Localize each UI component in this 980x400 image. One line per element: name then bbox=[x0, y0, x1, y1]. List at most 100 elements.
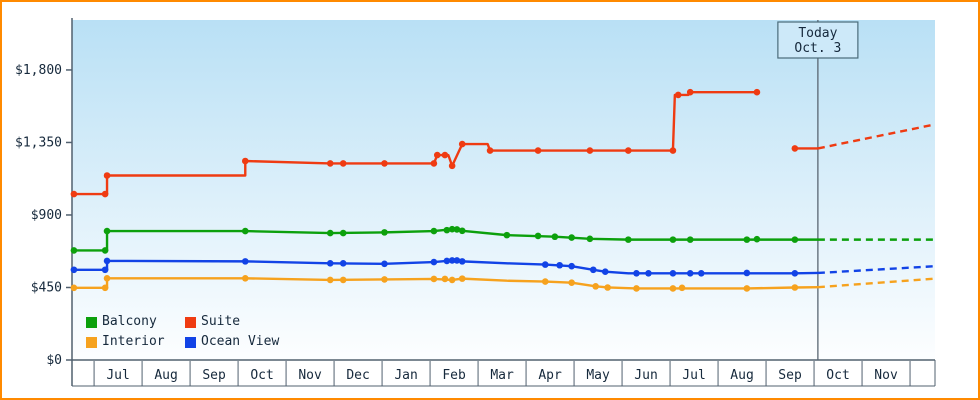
legend-item-suite: Suite bbox=[185, 314, 279, 330]
legend-label: Interior bbox=[102, 334, 165, 349]
month-label: Nov bbox=[874, 368, 898, 383]
data-point-ocean-view bbox=[589, 266, 597, 274]
data-point-suite bbox=[326, 160, 334, 167]
data-point-suite bbox=[441, 151, 449, 159]
data-point-interior bbox=[381, 276, 388, 283]
y-axis-label: $1,800 bbox=[15, 63, 62, 78]
legend-item-ocean-view: Ocean View bbox=[185, 334, 279, 350]
data-point-suite bbox=[458, 140, 466, 148]
data-point-interior bbox=[604, 284, 611, 291]
data-point-balcony bbox=[753, 235, 761, 243]
data-point-interior bbox=[103, 275, 111, 282]
month-label: May bbox=[586, 368, 610, 383]
series-suite bbox=[70, 88, 936, 198]
y-axis-label: $1,350 bbox=[15, 135, 62, 150]
data-point-balcony bbox=[381, 229, 388, 236]
data-point-interior bbox=[326, 276, 334, 284]
legend-swatch-icon bbox=[185, 336, 196, 348]
data-point-interior bbox=[669, 285, 677, 292]
legend-swatch-icon bbox=[185, 316, 196, 328]
data-point-suite bbox=[753, 88, 761, 96]
data-point-suite bbox=[686, 88, 694, 96]
data-point-ocean-view bbox=[568, 262, 575, 270]
data-point-balcony bbox=[534, 232, 542, 240]
data-point-interior bbox=[101, 284, 109, 292]
series-balcony bbox=[70, 225, 935, 254]
month-label: Jun bbox=[634, 368, 657, 383]
y-axis-label: $450 bbox=[31, 280, 62, 295]
month-label: Aug bbox=[154, 368, 177, 383]
data-point-interior bbox=[70, 284, 78, 292]
data-point-suite bbox=[448, 162, 456, 170]
series-line-balcony bbox=[70, 227, 820, 252]
data-point-suite bbox=[70, 190, 78, 198]
month-label: Jul bbox=[106, 368, 129, 383]
data-point-balcony bbox=[339, 229, 347, 237]
month-label: Jan bbox=[394, 368, 417, 383]
month-label: Mar bbox=[490, 368, 514, 383]
data-point-suite bbox=[433, 151, 441, 159]
data-point-ocean-view bbox=[339, 260, 347, 267]
legend-swatch-icon bbox=[86, 336, 97, 348]
legend-item-balcony: Balcony bbox=[86, 314, 185, 330]
data-point-interior bbox=[441, 275, 449, 283]
data-point-ocean-view bbox=[697, 270, 705, 277]
series-line-interior bbox=[70, 277, 820, 290]
legend-label: Suite bbox=[201, 314, 241, 329]
data-point-balcony bbox=[551, 233, 559, 241]
legend-item-interior: Interior bbox=[86, 334, 185, 350]
data-point-ocean-view bbox=[443, 257, 451, 265]
data-point-interior bbox=[241, 275, 249, 282]
data-point-ocean-view bbox=[541, 261, 549, 268]
month-label: Nov bbox=[298, 368, 322, 383]
data-point-interior bbox=[458, 275, 466, 282]
month-label: Dec bbox=[346, 368, 369, 383]
data-point-balcony bbox=[443, 226, 451, 234]
data-point-ocean-view bbox=[103, 257, 111, 265]
data-point-ocean-view bbox=[686, 270, 694, 277]
series-forecast-interior bbox=[817, 277, 936, 289]
plot-background bbox=[72, 20, 935, 360]
data-point-ocean-view bbox=[241, 258, 249, 265]
data-point-ocean-view bbox=[326, 260, 334, 267]
data-point-interior bbox=[678, 284, 686, 292]
data-point-suite bbox=[624, 147, 632, 154]
data-point-suite bbox=[534, 147, 542, 154]
data-point-ocean-view bbox=[791, 270, 799, 277]
data-point-suite bbox=[791, 145, 799, 152]
data-point-balcony bbox=[326, 229, 334, 237]
series-ocean-view bbox=[70, 257, 936, 277]
data-point-balcony bbox=[791, 236, 799, 243]
data-point-suite bbox=[101, 190, 109, 198]
data-point-interior bbox=[541, 278, 549, 285]
data-point-ocean-view bbox=[743, 269, 751, 277]
month-label: Oct bbox=[826, 368, 849, 383]
data-point-ocean-view bbox=[645, 270, 652, 277]
data-point-balcony bbox=[686, 236, 694, 243]
data-point-suite bbox=[669, 147, 677, 154]
data-point-balcony bbox=[70, 247, 78, 254]
data-point-balcony bbox=[448, 225, 456, 233]
data-point-balcony bbox=[624, 236, 632, 243]
data-point-ocean-view bbox=[430, 258, 438, 266]
data-point-balcony bbox=[101, 247, 109, 254]
data-point-balcony bbox=[586, 235, 594, 243]
data-point-ocean-view bbox=[669, 270, 677, 277]
series-interior bbox=[70, 275, 936, 292]
data-point-balcony bbox=[743, 236, 751, 243]
data-point-suite bbox=[103, 172, 111, 179]
data-point-interior bbox=[430, 275, 438, 283]
month-label: Jul bbox=[682, 368, 705, 383]
data-point-suite bbox=[241, 157, 249, 165]
data-point-suite bbox=[674, 91, 682, 99]
legend-label: Balcony bbox=[102, 314, 157, 329]
data-point-interior bbox=[592, 283, 599, 290]
data-point-balcony bbox=[103, 227, 111, 235]
data-point-suite bbox=[430, 160, 438, 167]
data-point-suite bbox=[486, 147, 494, 154]
data-point-interior bbox=[448, 276, 456, 284]
data-point-ocean-view bbox=[70, 266, 78, 274]
data-point-ocean-view bbox=[453, 257, 461, 264]
legend-label: Ocean View bbox=[201, 334, 280, 349]
data-point-suite bbox=[339, 160, 347, 167]
